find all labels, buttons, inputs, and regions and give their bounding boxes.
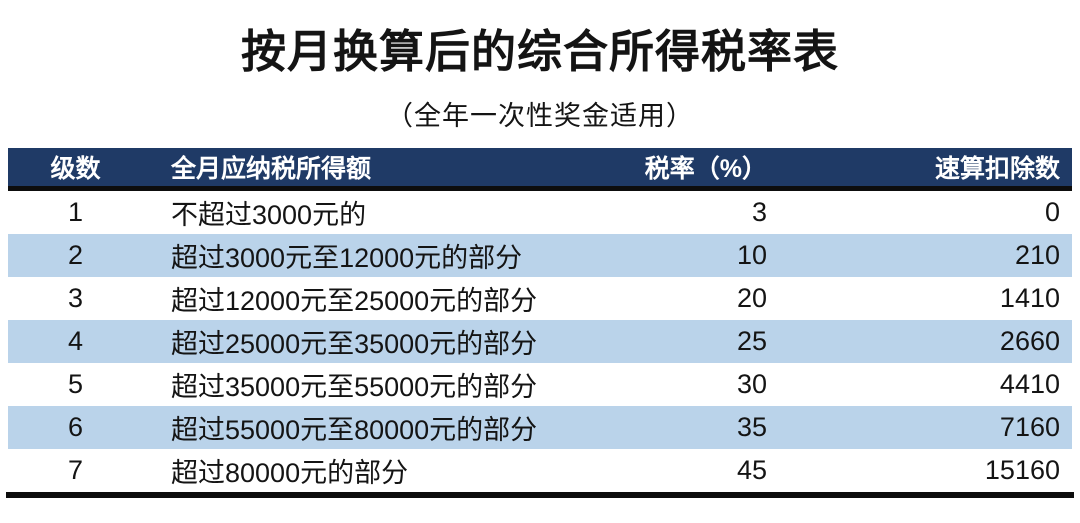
table-row: 7 超过80000元的部分 45 15160 <box>8 449 1072 492</box>
cell-deduction: 0 <box>1044 197 1060 227</box>
page-title: 按月换算后的综合所得税率表 <box>240 26 839 77</box>
cell-income: 超过35000元至55000元的部分 <box>171 372 538 402</box>
cell-level: 4 <box>67 326 84 356</box>
cell-income: 不超过3000元的 <box>171 200 367 230</box>
cell-level: 3 <box>67 283 84 313</box>
cell-rate: 20 <box>736 283 767 313</box>
tax-rate-table: 级数 全月应纳税所得额 税率（%） 速算扣除数 1 不超过3000元的 3 0 … <box>8 148 1072 492</box>
cell-deduction: 15160 <box>984 455 1060 485</box>
table-row: 1 不超过3000元的 3 0 <box>8 188 1072 234</box>
cell-income: 超过80000元的部分 <box>171 458 409 488</box>
cell-level: 5 <box>67 369 84 399</box>
cell-rate: 35 <box>736 412 767 442</box>
column-header-deduction: 速算扣除数 <box>773 148 1072 191</box>
cell-deduction: 1410 <box>999 283 1060 313</box>
cell-rate: 45 <box>736 455 767 485</box>
cell-deduction: 7160 <box>999 412 1060 442</box>
cell-rate: 25 <box>736 326 767 356</box>
column-header-income: 全月应纳税所得额 <box>143 148 563 191</box>
tax-table-container: 级数 全月应纳税所得额 税率（%） 速算扣除数 1 不超过3000元的 3 0 … <box>8 148 1072 492</box>
table-row: 4 超过25000元至35000元的部分 25 2660 <box>8 320 1072 363</box>
table-header-row: 级数 全月应纳税所得额 税率（%） 速算扣除数 <box>8 148 1072 191</box>
table-bottom-rule <box>6 492 1074 498</box>
cell-level: 1 <box>67 197 84 227</box>
cell-deduction: 210 <box>1014 240 1060 270</box>
cell-rate: 30 <box>736 369 767 399</box>
table-row: 6 超过55000元至80000元的部分 35 7160 <box>8 406 1072 449</box>
cell-rate: 10 <box>736 240 767 270</box>
cell-deduction: 2660 <box>999 326 1060 356</box>
cell-income: 超过25000元至35000元的部分 <box>171 329 538 359</box>
column-header-level: 级数 <box>8 148 143 191</box>
table-row: 2 超过3000元至12000元的部分 10 210 <box>8 234 1072 277</box>
column-header-rate: 税率（%） <box>563 148 773 191</box>
cell-level: 6 <box>67 412 84 442</box>
cell-level: 2 <box>67 240 84 270</box>
table-row: 5 超过35000元至55000元的部分 30 4410 <box>8 363 1072 406</box>
table-row: 3 超过12000元至25000元的部分 20 1410 <box>8 277 1072 320</box>
cell-deduction: 4410 <box>999 369 1060 399</box>
cell-income: 超过55000元至80000元的部分 <box>171 415 538 445</box>
cell-income: 超过3000元至12000元的部分 <box>171 243 523 273</box>
cell-level: 7 <box>67 455 84 485</box>
cell-income: 超过12000元至25000元的部分 <box>171 286 538 316</box>
page-subtitle: （全年一次性奖金适用） <box>386 101 694 131</box>
cell-rate: 3 <box>751 197 767 227</box>
